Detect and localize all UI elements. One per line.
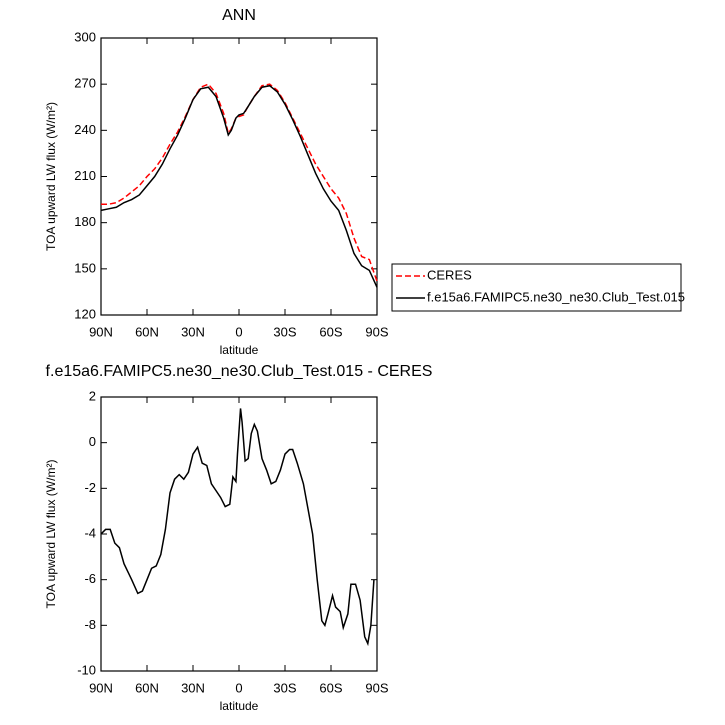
y-tick-label: 120 xyxy=(74,306,96,321)
series-line xyxy=(100,84,378,288)
x-axis-label: latitude xyxy=(220,699,259,713)
y-tick-label: 0 xyxy=(89,434,96,449)
x-tick-label: 60N xyxy=(135,680,159,695)
chart-title: f.e15a6.FAMIPC5.ne30_ne30.Club_Test.015 … xyxy=(46,363,433,380)
y-axis-label: TOA upward LW flux (W/m²) xyxy=(44,102,58,251)
x-tick-label: 90S xyxy=(365,324,388,339)
y-tick-label: -2 xyxy=(84,480,96,495)
y-tick-label: 300 xyxy=(74,29,96,44)
y-axis-label: TOA upward LW flux (W/m²) xyxy=(44,460,58,609)
x-tick-label: 30S xyxy=(273,324,296,339)
y-tick-label: 180 xyxy=(74,214,96,229)
y-tick-label: -8 xyxy=(84,617,96,632)
y-tick-label: 150 xyxy=(74,260,96,275)
y-tick-label: 270 xyxy=(74,76,96,91)
legend-label: f.e15a6.FAMIPC5.ne30_ne30.Club_Test.015 xyxy=(427,289,685,304)
x-tick-label: 90N xyxy=(89,324,113,339)
x-tick-label: 60S xyxy=(319,324,342,339)
y-tick-label: 240 xyxy=(74,122,96,137)
x-tick-label: 0 xyxy=(235,324,242,339)
y-tick-label: -4 xyxy=(84,525,96,540)
x-tick-label: 30N xyxy=(181,324,205,339)
series-line xyxy=(101,83,378,282)
y-tick-label: 210 xyxy=(74,168,96,183)
y-tick-label: 2 xyxy=(89,388,96,403)
y-tick-label: -10 xyxy=(77,662,96,677)
x-tick-label: 90N xyxy=(89,680,113,695)
x-tick-label: 60N xyxy=(135,324,159,339)
x-axis-label: latitude xyxy=(220,343,259,357)
legend-box xyxy=(391,263,682,312)
x-tick-label: 60S xyxy=(319,680,342,695)
chart-title: ANN xyxy=(222,7,256,24)
x-tick-label: 30S xyxy=(273,680,296,695)
legend-label: CERES xyxy=(427,267,472,282)
x-tick-label: 30N xyxy=(181,680,205,695)
plot-frame xyxy=(100,37,378,316)
series-line xyxy=(100,408,375,647)
y-tick-label: -6 xyxy=(84,571,96,586)
x-tick-label: 0 xyxy=(235,680,242,695)
x-tick-label: 90S xyxy=(365,680,388,695)
